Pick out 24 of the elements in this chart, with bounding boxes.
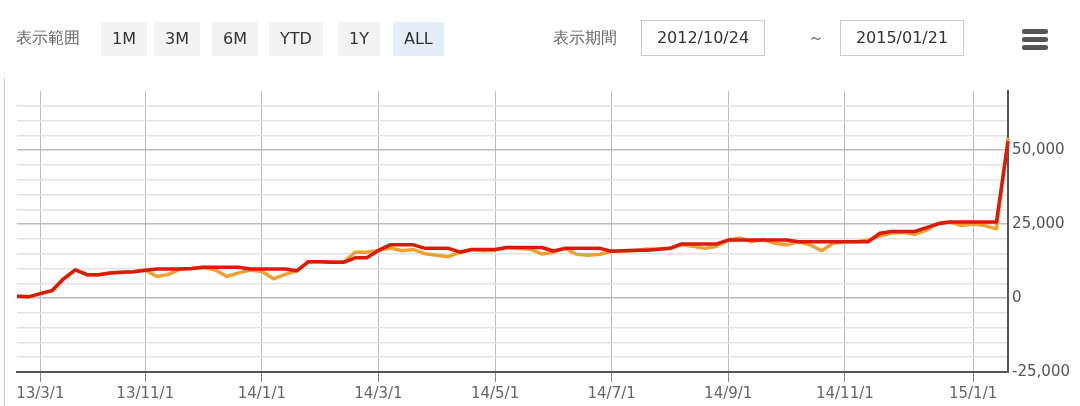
y-tick-label: 25,000 [1012,214,1065,232]
x-tick-label: 15/1/1 [948,383,998,402]
text: YTD [269,22,323,56]
x-tick-label: 14/1/1 [237,383,286,402]
text: 1M [101,22,147,56]
x-tick-label: 13/11/1 [116,383,175,402]
text: 6M [212,22,258,56]
text: 1Y [338,22,380,56]
text: 3M [154,22,200,56]
x-tick-label: 14/11/1 [815,383,874,402]
x-tick-label: 14/5/1 [470,383,520,402]
y-tick-label: 50,000 [1012,140,1065,159]
x-tick-label: 14/3/1 [354,383,403,402]
y-tick-label: -25,000 [1012,361,1071,380]
text: ～ [808,28,824,49]
x-tick-label: 14/7/1 [587,383,636,402]
text: ALL [393,22,444,56]
x-tick-label: 13/3/1 [16,383,65,402]
text: 表示範囲 [16,28,80,49]
text: 2015/01/21 [840,20,964,56]
x-tick-label: 14/9/1 [704,383,753,402]
text: 2012/10/24 [641,20,765,56]
y-tick-label: 0 [1012,287,1022,306]
text: 表示期間 [553,28,617,49]
